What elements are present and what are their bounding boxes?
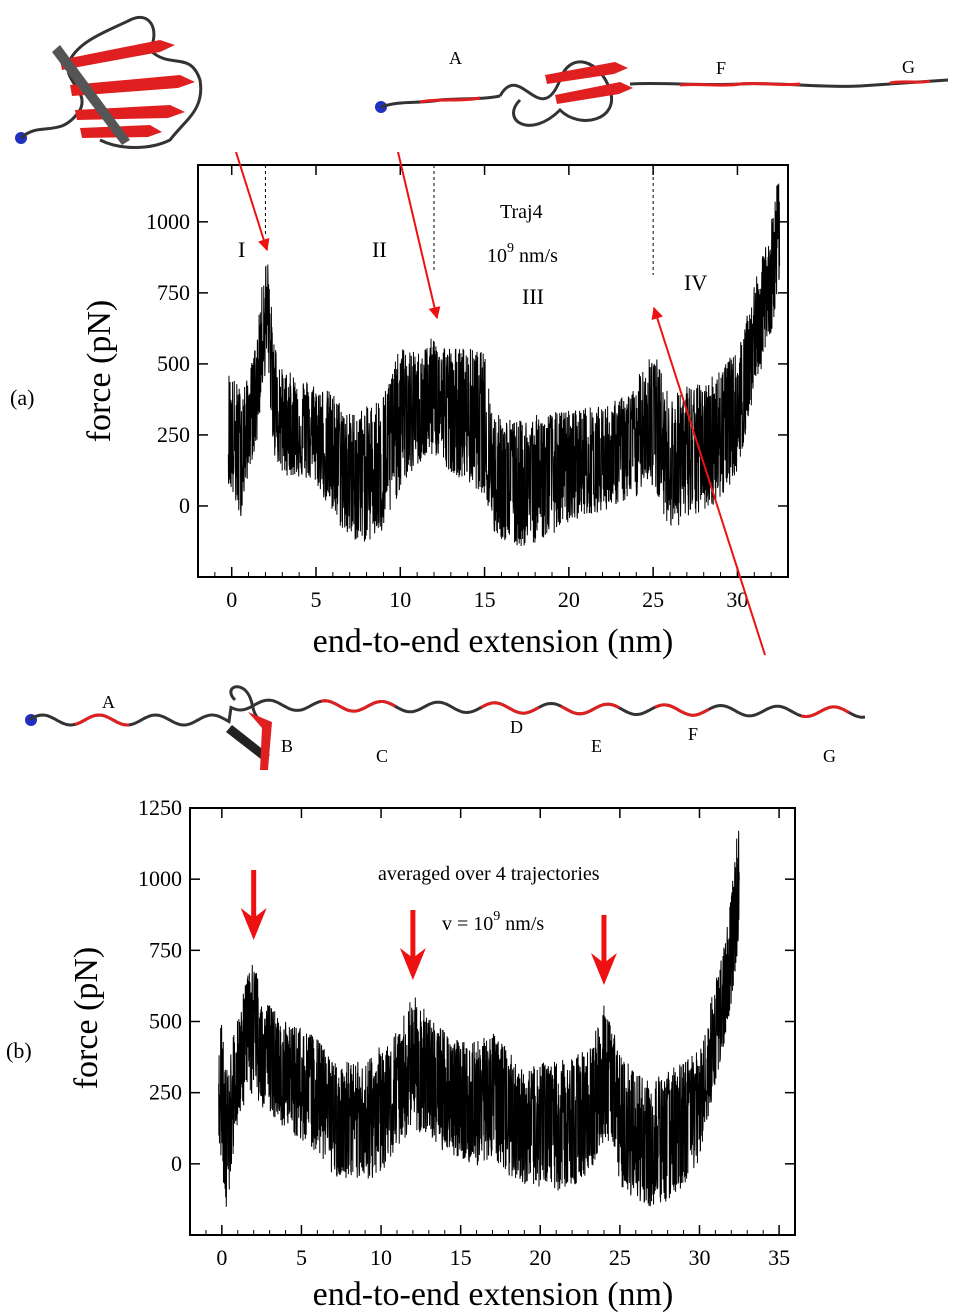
x-axis-title-b: end-to-end extension (nm) bbox=[313, 1276, 674, 1313]
panel-label-b: (b) bbox=[6, 1038, 32, 1063]
segment-label-F: F bbox=[688, 724, 698, 744]
panel-a-chart: (a) 0 5 10 15 20 25 30 0 250 500 750 1000 end-to-en… bbox=[10, 151, 789, 660]
extended-chain-red-segments bbox=[74, 699, 850, 727]
y-tick-label: 750 bbox=[157, 280, 190, 305]
x-axis-title-a: end-to-end extension (nm) bbox=[313, 623, 674, 660]
segment-label-F-top: F bbox=[716, 58, 726, 78]
core-strand-2 bbox=[555, 82, 633, 104]
extended-chain-coil bbox=[29, 698, 866, 727]
y-tick-label: 1000 bbox=[146, 209, 190, 234]
speed-base: 10 bbox=[487, 245, 507, 267]
velocity-unit: nm/s bbox=[500, 913, 544, 935]
strand-gray bbox=[52, 45, 130, 145]
y-tick-label: 0 bbox=[171, 1151, 182, 1176]
x-tick-label: 30 bbox=[688, 1245, 710, 1270]
annotation-speed: 109 nm/s bbox=[487, 241, 558, 267]
strand-red-2 bbox=[70, 75, 195, 96]
force-trace-a bbox=[227, 183, 781, 547]
velocity-exponent: 9 bbox=[493, 909, 500, 924]
region-label-II: II bbox=[372, 237, 387, 262]
y-tick-label: 1000 bbox=[138, 866, 182, 891]
y-tick-label: 0 bbox=[179, 493, 190, 518]
velocity-base: v = 10 bbox=[442, 913, 493, 935]
x-tick-label: 5 bbox=[311, 587, 322, 612]
coil-right-red-1 bbox=[679, 81, 801, 87]
annotation-traj: Traj4 bbox=[500, 201, 543, 223]
coil-right-red-2 bbox=[889, 79, 931, 85]
coil-gray bbox=[19, 15, 156, 140]
x-tick-label: 25 bbox=[609, 1245, 631, 1270]
peak-marker-arrow bbox=[399, 910, 426, 980]
peak-marker-arrow bbox=[240, 870, 267, 940]
x-tick-label: 5 bbox=[296, 1245, 307, 1270]
segment-label-B: B bbox=[281, 736, 293, 756]
x-tick-label: 0 bbox=[226, 587, 237, 612]
coil-left-red bbox=[419, 96, 481, 104]
y-tick-label: 1250 bbox=[138, 795, 182, 820]
y-axis-title-b: force (pN) bbox=[68, 947, 105, 1090]
plot-frame-a bbox=[197, 164, 789, 578]
segment-label-C: C bbox=[376, 746, 388, 766]
x-tick-label: 10 bbox=[389, 587, 411, 612]
y-tick-label: 500 bbox=[157, 351, 190, 376]
peak-marker-arrow bbox=[590, 915, 617, 985]
segment-label-G-top: G bbox=[902, 57, 915, 77]
core-strand-1 bbox=[545, 62, 628, 84]
y-tick-label: 750 bbox=[149, 937, 182, 962]
region-label-III: III bbox=[522, 284, 544, 309]
axis-ticks-b: 0 5 10 15 20 25 30 35 0 250 500 750 1000 1250 bbox=[138, 795, 796, 1270]
arrow-peak-III bbox=[651, 306, 766, 656]
force-trace-line bbox=[227, 183, 781, 547]
segment-label-A: A bbox=[102, 692, 115, 712]
x-tick-label: 10 bbox=[370, 1245, 392, 1270]
speed-unit: nm/s bbox=[514, 245, 558, 267]
partially-unfolded-structure: A F G bbox=[375, 48, 949, 127]
speed-exponent: 9 bbox=[507, 241, 514, 256]
x-tick-label: 20 bbox=[529, 1245, 551, 1270]
x-tick-label: 15 bbox=[450, 1245, 472, 1270]
y-tick-label: 250 bbox=[149, 1080, 182, 1105]
segment-label-A-top: A bbox=[449, 48, 462, 68]
residual-strand-gray bbox=[226, 725, 270, 760]
segment-label-D: D bbox=[510, 717, 523, 737]
segment-label-G: G bbox=[823, 746, 836, 766]
panel-label-a: (a) bbox=[10, 385, 34, 410]
x-tick-label: 0 bbox=[216, 1245, 227, 1270]
peak-markers-b bbox=[240, 870, 617, 985]
panel-b-chart: (b) 0 5 10 15 20 25 30 35 0 250 500 750 1000 1250 end… bbox=[6, 795, 796, 1313]
arrow-peak-II bbox=[397, 151, 441, 320]
region-label-I: I bbox=[238, 237, 245, 262]
region-boundaries-a bbox=[264, 165, 654, 275]
coil-gray-2 bbox=[99, 48, 203, 149]
x-tick-label: 15 bbox=[474, 587, 496, 612]
y-tick-label: 250 bbox=[157, 422, 190, 447]
x-tick-label: 35 bbox=[768, 1245, 790, 1270]
folded-protein-structure bbox=[15, 15, 203, 149]
x-tick-label: 30 bbox=[726, 587, 748, 612]
y-tick-label: 500 bbox=[149, 1009, 182, 1034]
force-trace-b bbox=[218, 830, 740, 1207]
x-tick-label: 20 bbox=[558, 587, 580, 612]
y-axis-title-a: force (pN) bbox=[81, 300, 118, 443]
x-tick-label: 25 bbox=[642, 587, 664, 612]
residual-strand-red bbox=[248, 712, 272, 770]
strand-red-3 bbox=[75, 105, 185, 120]
annotation-velocity: v = 109 nm/s bbox=[442, 909, 544, 935]
strand-red-1 bbox=[60, 40, 175, 70]
force-trace-line bbox=[218, 830, 740, 1207]
extended-chain-structure: A B C D E F G bbox=[25, 685, 866, 770]
axis-ticks-a: 0 5 10 15 20 25 30 0 250 500 750 1000 bbox=[146, 165, 789, 612]
segment-label-E: E bbox=[591, 736, 602, 756]
region-label-IV: IV bbox=[684, 270, 707, 295]
annotation-averaged: averaged over 4 trajectories bbox=[378, 863, 600, 885]
residual-loop bbox=[229, 685, 262, 722]
arrow-peak-I bbox=[235, 151, 270, 252]
